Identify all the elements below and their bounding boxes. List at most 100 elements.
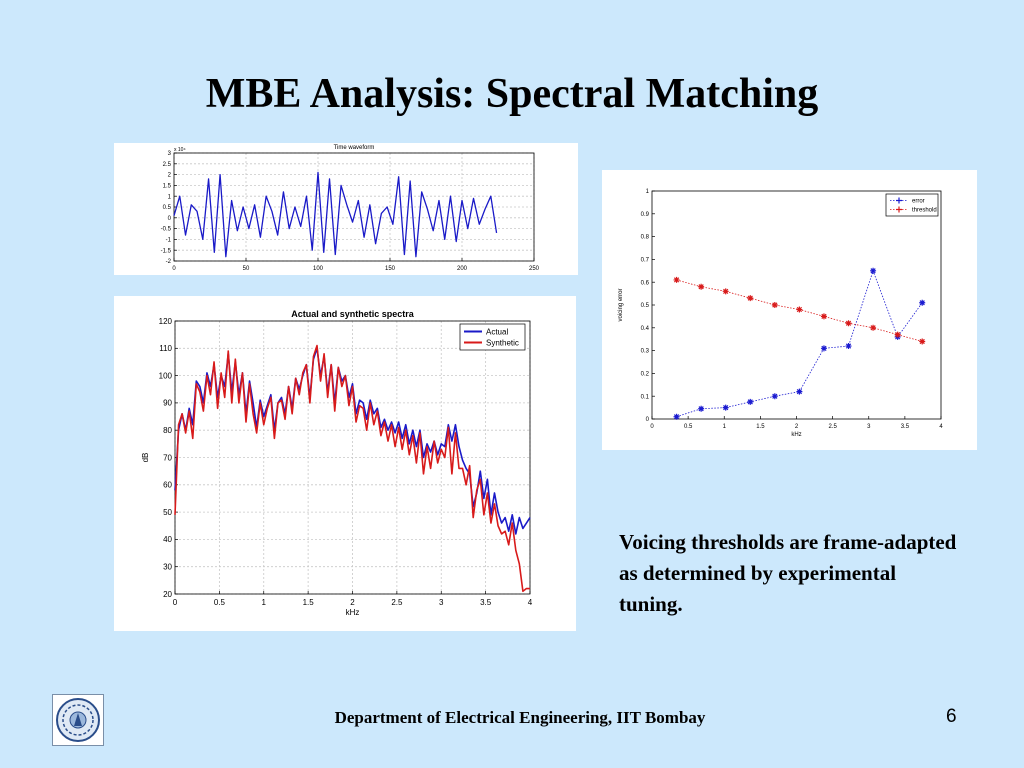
y-tick-label: 0.8 bbox=[641, 235, 650, 241]
series-error-point bbox=[673, 413, 680, 420]
y-axis-label: dB bbox=[141, 453, 150, 463]
time-waveform-svg: 0 50 100 150 200 250 -2 -1.5 -1 -0.5 0 0.5 1 1.5 2 2.5 3… bbox=[161, 145, 540, 272]
x-tick-label: 1.5 bbox=[756, 424, 765, 430]
series-error-point bbox=[698, 405, 705, 412]
x-tick-label: 3 bbox=[867, 424, 871, 430]
legend-label-actual: Actual bbox=[486, 327, 508, 336]
y-tick-label: 90 bbox=[163, 399, 172, 408]
y-tick-label: 1.5 bbox=[163, 184, 172, 190]
y-tick-label: -2 bbox=[166, 259, 172, 265]
plot-frame bbox=[651, 190, 942, 420]
x-tick-label: 4 bbox=[939, 424, 943, 430]
voicing-error-svg: 0 0.5 1 1.5 2 2.5 3 3.5 4 0 0.1 0.2 0.3 0.4 0.5 0.6 0.7 0… bbox=[618, 189, 943, 438]
x-tick-label: 0 bbox=[172, 266, 176, 272]
x-tick-label: 2.5 bbox=[391, 598, 403, 607]
y-tick-label: 0.6 bbox=[641, 280, 650, 286]
x-tick-label: 3 bbox=[439, 598, 444, 607]
legend-marker bbox=[896, 197, 902, 204]
voicing-error-chart: 0 0.5 1 1.5 2 2.5 3 3.5 4 0 0.1 0.2 0.3 0.4 0.5 0.6 0.7 0… bbox=[602, 170, 977, 450]
y-tick-label: 2 bbox=[168, 173, 172, 179]
series-threshold-point bbox=[894, 331, 901, 338]
chart-title: Actual and synthetic spectra bbox=[291, 309, 415, 319]
x-tick-label: 4 bbox=[528, 598, 533, 607]
x-tick-label: 50 bbox=[243, 266, 250, 272]
y-tick-label: 120 bbox=[159, 317, 173, 326]
series-threshold-point bbox=[870, 324, 877, 331]
series-synthetic-line bbox=[174, 344, 530, 593]
x-tick-label: 0 bbox=[173, 598, 178, 607]
y-tick-label: 0.3 bbox=[641, 349, 650, 355]
y-tick-label: 70 bbox=[163, 453, 172, 462]
legend-marker bbox=[896, 206, 902, 213]
y-exponent-label: x 10⁴ bbox=[174, 147, 186, 153]
series-error-line bbox=[676, 270, 923, 418]
spectra-svg: 0 0.5 1 1.5 2 2.5 3 3.5 4 20 30 40 50 60 70 80 90 100 110 1… bbox=[141, 309, 533, 617]
legend-label-synthetic: Synthetic bbox=[486, 338, 519, 347]
chart-title: Time waveform bbox=[334, 145, 375, 151]
x-tick-label: 1 bbox=[723, 424, 727, 430]
x-tick-label: 3.5 bbox=[480, 598, 492, 607]
x-tick-label: 1.5 bbox=[303, 598, 315, 607]
page-number: 6 bbox=[946, 706, 957, 727]
series-error-point bbox=[747, 398, 754, 405]
x-tick-label: 2 bbox=[350, 598, 355, 607]
footer-department: Department of Electrical Engineering, II… bbox=[334, 708, 706, 727]
series-error-point bbox=[820, 345, 827, 352]
y-tick-label: -1 bbox=[166, 238, 172, 244]
slide-title: MBE Analysis: Spectral Matching bbox=[205, 71, 819, 117]
x-axis-label: kHz bbox=[791, 432, 801, 438]
y-tick-label: 0.9 bbox=[641, 212, 650, 218]
series-error-point bbox=[845, 343, 852, 350]
x-tick-label: 2 bbox=[795, 424, 799, 430]
y-tick-label: 80 bbox=[163, 426, 172, 435]
chart-legend: Actual Synthetic bbox=[459, 323, 526, 351]
series-threshold-point bbox=[820, 313, 827, 320]
y-tick-label: 2.5 bbox=[163, 162, 172, 168]
x-tick-label: 150 bbox=[385, 266, 396, 272]
y-tick-label: 3 bbox=[168, 151, 172, 157]
y-tick-label: 0.5 bbox=[641, 303, 650, 309]
y-tick-label: 0.4 bbox=[641, 326, 650, 332]
y-tick-label: 1 bbox=[168, 194, 172, 200]
series-error-point bbox=[870, 267, 877, 274]
series-threshold-point bbox=[673, 276, 680, 283]
series-threshold-point bbox=[771, 302, 778, 308]
x-axis-label: kHz bbox=[346, 608, 360, 617]
y-tick-label: 0.1 bbox=[641, 394, 650, 400]
y-tick-label: 30 bbox=[163, 563, 172, 572]
y-tick-label: 100 bbox=[159, 371, 173, 380]
chart-legend: error threshold bbox=[885, 193, 939, 217]
series-threshold-point bbox=[722, 288, 729, 295]
y-tick-label: 0.5 bbox=[163, 205, 172, 211]
y-tick-label: 1 bbox=[646, 189, 650, 195]
y-tick-label: -1.5 bbox=[161, 248, 172, 254]
y-tick-label: 0 bbox=[646, 417, 650, 423]
legend-label-threshold: threshold bbox=[912, 208, 937, 214]
y-tick-label: 0 bbox=[168, 216, 172, 222]
series-threshold-point bbox=[919, 338, 926, 345]
series-error-point bbox=[722, 404, 729, 411]
x-tick-label: 200 bbox=[457, 266, 468, 272]
x-tick-label: 0 bbox=[650, 424, 654, 430]
legend-box bbox=[459, 323, 526, 351]
y-tick-label: -0.5 bbox=[161, 227, 172, 233]
series-error-point bbox=[796, 388, 803, 395]
x-tick-label: 100 bbox=[313, 266, 324, 272]
legend-label-error: error bbox=[912, 199, 925, 205]
series-threshold-point bbox=[796, 306, 803, 313]
series-threshold-point bbox=[698, 283, 705, 290]
y-tick-label: 50 bbox=[163, 508, 172, 517]
x-tick-label: 250 bbox=[529, 266, 540, 272]
y-tick-label: 20 bbox=[163, 590, 172, 599]
y-tick-label: 0.7 bbox=[641, 258, 650, 264]
time-waveform-chart: 0 50 100 150 200 250 -2 -1.5 -1 -0.5 0 0.5 1 1.5 2 2.5 3… bbox=[114, 143, 578, 275]
series-error-point bbox=[771, 393, 778, 400]
y-tick-label: 0.2 bbox=[641, 372, 650, 378]
iit-bombay-seal-icon bbox=[52, 694, 104, 746]
x-tick-label: 3.5 bbox=[901, 424, 910, 430]
waveform-line bbox=[173, 171, 498, 258]
x-tick-label: 0.5 bbox=[214, 598, 226, 607]
x-tick-label: 2.5 bbox=[828, 424, 837, 430]
y-axis-label: voicing error bbox=[618, 288, 624, 321]
x-tick-label: 0.5 bbox=[684, 424, 693, 430]
